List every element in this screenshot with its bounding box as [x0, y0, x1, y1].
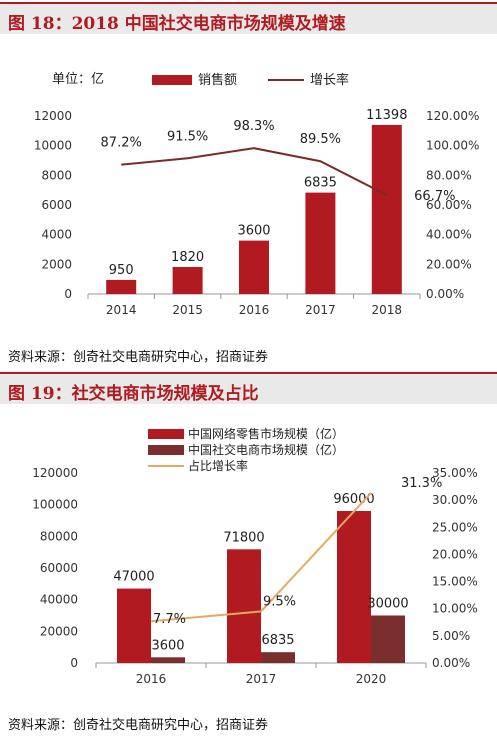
figure1-source: 资料来源：创奇社交电商研究中心，招商证券 — [8, 350, 269, 365]
bar-label-retail: 71800 — [223, 530, 264, 545]
bar-social — [371, 615, 405, 663]
legend-swatch-bar — [152, 75, 192, 85]
bar-label-sales: 3600 — [237, 224, 270, 239]
y2-tick-label: 40.00% — [426, 228, 472, 242]
y-tick-label: 2000 — [41, 257, 72, 271]
x-tick-label: 2016 — [136, 672, 167, 686]
point-label-ratio: 7.7% — [153, 612, 186, 627]
legend-label-bar: 销售额 — [198, 72, 237, 88]
bar-label-social: 6835 — [261, 633, 294, 648]
bar-sales — [239, 240, 269, 294]
y-tick-label: 40000 — [40, 593, 78, 607]
bar-label-sales: 11398 — [366, 108, 407, 123]
x-tick-label: 2015 — [172, 303, 203, 317]
legend-label-ratio: 占比增长率 — [188, 458, 248, 473]
y2-tick-label: 100.00% — [426, 139, 479, 153]
y2-tick-label: 0.00% — [432, 656, 470, 670]
bar-label-social: 30000 — [367, 597, 408, 612]
y2-tick-label: 20.00% — [426, 257, 472, 271]
bar-retail — [227, 549, 261, 663]
figure1-title: 图 18：2018 中国社交电商市场规模及增速 — [8, 14, 346, 34]
y-tick-label: 120000 — [32, 466, 78, 480]
chart2: 中国网络零售市场规模（亿）中国社交电商市场规模（亿）占比增长率 0 20000 400… — [32, 426, 478, 686]
y-tick-label: 12000 — [34, 109, 72, 123]
unit-label: 单位：亿 — [52, 72, 104, 87]
y-tick-label: 20000 — [40, 624, 78, 638]
bar-sales — [305, 192, 336, 294]
y-tick-label: 6000 — [41, 198, 72, 212]
point-label-growth: 87.2% — [101, 136, 142, 151]
line-ratio — [150, 492, 372, 623]
figure2-source: 资料来源：创奇社交电商研究中心，招商证券 — [8, 718, 269, 733]
point-label-growth: 66.7% — [414, 189, 455, 204]
y-tick-label: 8000 — [41, 168, 72, 182]
point-label-ratio: 9.5% — [263, 594, 296, 609]
x-tick-label: 2017 — [246, 672, 277, 686]
y2-tick-label: 120.00% — [426, 109, 479, 123]
x-tick-label: 2018 — [372, 303, 403, 317]
bar-label-sales: 950 — [109, 263, 134, 278]
bar-label-sales: 1820 — [171, 250, 204, 265]
y2-tick-label: 20.00% — [432, 547, 478, 561]
x-tick-label: 2016 — [239, 303, 270, 317]
bar-sales — [371, 124, 402, 295]
x-tick-label: 2017 — [305, 303, 336, 317]
figure2-title: 图 19：社交电商市场规模及占比 — [8, 384, 259, 404]
legend-label-social: 中国社交电商市场规模（亿） — [188, 442, 344, 457]
y-tick-label: 0 — [70, 656, 78, 670]
y2-tick-label: 15.00% — [432, 575, 478, 589]
legend-label-retail: 中国网络零售市场规模（亿） — [188, 426, 344, 441]
point-label-growth: 91.5% — [167, 129, 208, 144]
y-tick-label: 60000 — [40, 561, 78, 575]
y-tick-label: 10000 — [34, 139, 72, 153]
bar-social — [151, 657, 185, 663]
y2-tick-label: 10.00% — [432, 602, 478, 616]
bar-label-social: 3600 — [151, 638, 184, 653]
bar-retail — [337, 511, 371, 663]
y2-tick-label: 25.00% — [432, 520, 478, 534]
figure1-title-bar: 图 18：2018 中国社交电商市场规模及增速 — [0, 2, 497, 34]
x-tick-label: 2020 — [356, 672, 387, 686]
legend-swatch-retail — [148, 429, 184, 439]
bar-retail — [117, 588, 151, 663]
y2-tick-label: 5.00% — [432, 629, 470, 643]
point-label-ratio: 31.3% — [401, 476, 442, 491]
point-label-growth: 89.5% — [300, 132, 341, 147]
line-growth — [121, 147, 388, 196]
chart1: 单位：亿 销售额 增长率 0 2000 4000 6000 8000 10000 12000 0.0… — [34, 72, 480, 317]
bar-sales — [106, 279, 137, 294]
x-tick-label: 2014 — [106, 303, 137, 317]
bar-label-retail: 47000 — [113, 570, 154, 585]
point-label-growth: 98.3% — [233, 119, 274, 134]
y2-tick-label: 60.00% — [426, 198, 472, 212]
y2-tick-label: 80.00% — [426, 168, 472, 182]
bar-label-sales: 6835 — [304, 176, 337, 191]
y-tick-label: 80000 — [40, 529, 78, 543]
bar-sales — [172, 267, 203, 294]
legend-swatch-social — [148, 445, 184, 455]
bar-social — [261, 652, 295, 663]
y-tick-label: 4000 — [41, 228, 72, 242]
y2-tick-label: 30.00% — [432, 493, 478, 507]
y-tick-label: 0 — [64, 287, 72, 301]
y-tick-label: 100000 — [32, 498, 78, 512]
figure2-title-bar: 图 19：社交电商市场规模及占比 — [0, 372, 497, 404]
bar-label-retail: 96000 — [333, 492, 374, 507]
y2-tick-label: 0.00% — [426, 287, 464, 301]
y2-tick-label: 35.00% — [432, 466, 478, 480]
legend-label-line: 增长率 — [310, 72, 349, 88]
